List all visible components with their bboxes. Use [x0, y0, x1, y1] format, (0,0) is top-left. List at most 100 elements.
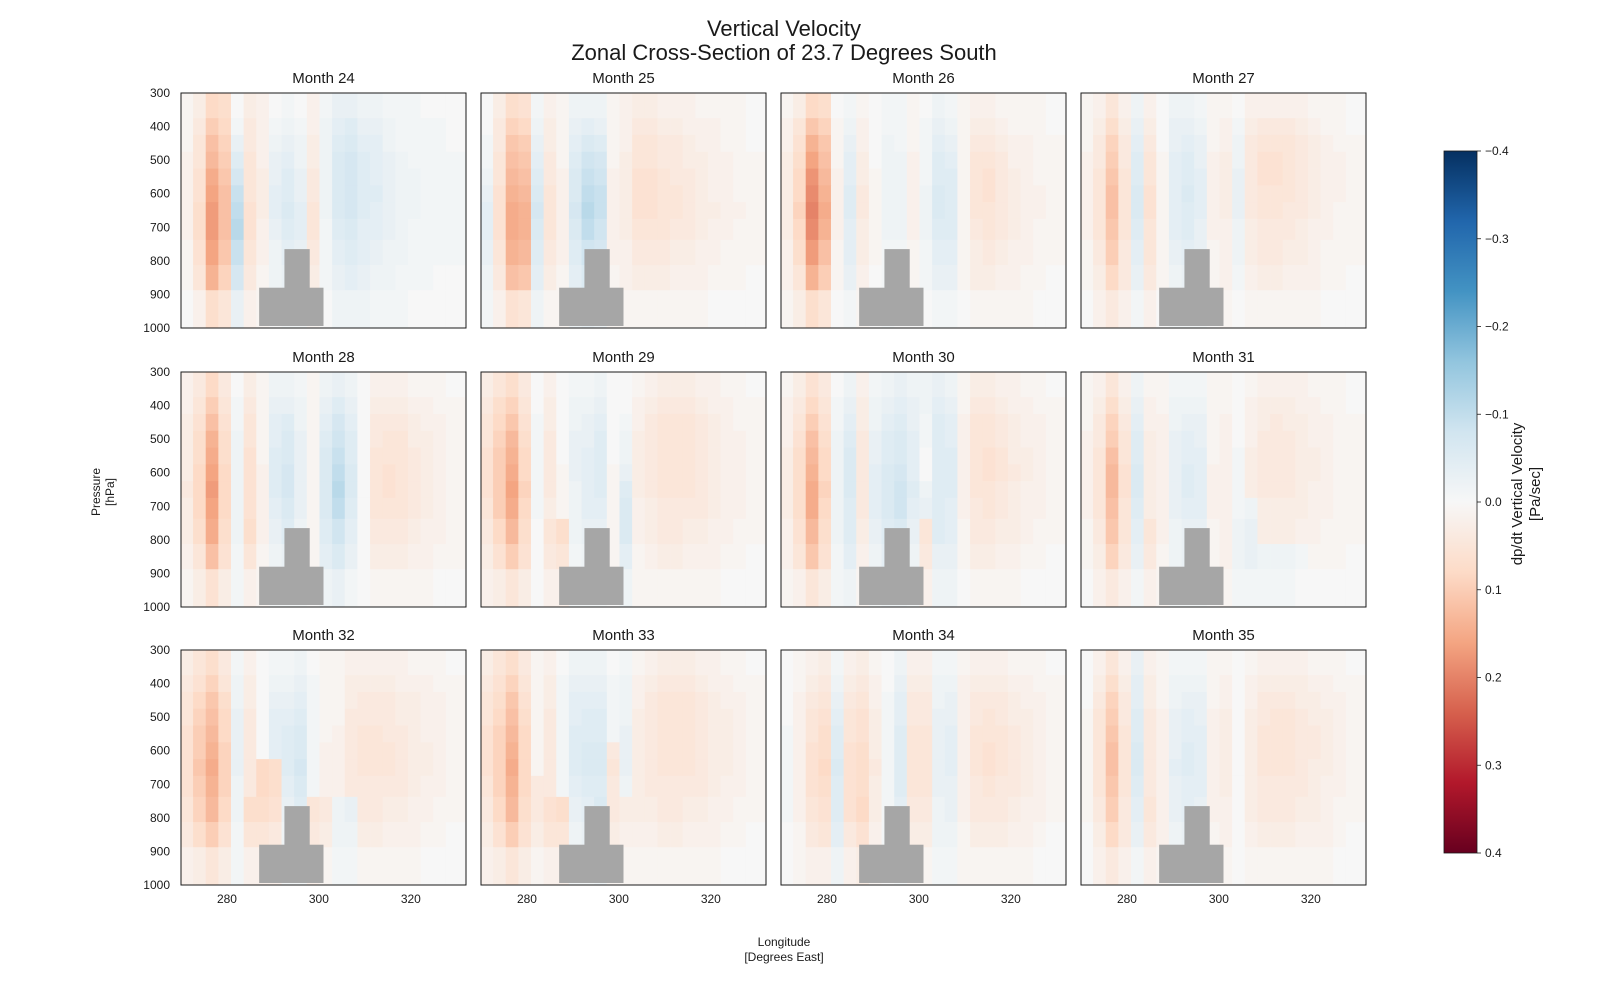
heatmap-cell: [181, 650, 194, 676]
heatmap-cell: [1244, 290, 1258, 329]
heatmap-cell: [1282, 691, 1296, 710]
heatmap-cell: [868, 481, 882, 499]
heatmap-cell: [1081, 134, 1094, 153]
heatmap-cell: [1270, 569, 1284, 608]
y-tick-label: 1000: [143, 321, 170, 335]
heatmap-cell: [1307, 847, 1322, 886]
heatmap-cell: [344, 372, 358, 398]
heatmap-cell: [932, 759, 946, 777]
heatmap-cell: [530, 691, 545, 710]
heatmap-cell: [793, 725, 807, 743]
heatmap-cell: [970, 518, 984, 545]
heatmap-cell: [1270, 430, 1284, 448]
heatmap-cell: [1270, 185, 1284, 203]
heatmap-cell: [1282, 168, 1296, 186]
heatmap-cell: [818, 775, 832, 798]
heatmap-cell: [745, 202, 767, 220]
heatmap-cell: [1020, 430, 1034, 448]
heatmap-cell: [1130, 185, 1145, 203]
heatmap-cell: [407, 775, 422, 798]
heatmap-cell: [881, 481, 895, 499]
heatmap-cell: [568, 265, 582, 291]
heatmap-cell: [793, 497, 807, 520]
heatmap-cell: [518, 202, 532, 220]
heatmap-cell: [1270, 796, 1284, 823]
heatmap-cell: [395, 464, 409, 482]
heatmap-cell: [493, 413, 507, 432]
heatmap-cell: [581, 185, 595, 203]
heatmap-cell: [256, 397, 270, 415]
heatmap-cell: [644, 691, 658, 710]
heatmap-cell: [481, 397, 494, 415]
heatmap-cell: [319, 481, 333, 499]
heatmap-cell: [818, 118, 832, 136]
heatmap-cell: [382, 430, 396, 448]
heatmap-cell: [1045, 650, 1067, 676]
heatmap-cell: [256, 93, 270, 119]
heatmap-cell: [268, 481, 282, 499]
heatmap-cell: [1345, 725, 1367, 743]
heatmap-cell: [1270, 497, 1284, 520]
heatmap-cell: [1181, 413, 1195, 432]
heatmap-cell: [181, 691, 194, 710]
heatmap-cell: [382, 202, 396, 220]
heatmap-cell: [781, 430, 794, 448]
heatmap-cell: [745, 775, 767, 798]
heatmap-cell: [382, 397, 396, 415]
heatmap-cell: [1232, 397, 1246, 415]
heatmap-cell: [805, 650, 819, 676]
heatmap-cell: [205, 239, 219, 266]
heatmap-cell: [395, 518, 409, 545]
heatmap-cell: [481, 185, 494, 203]
heatmap-cell: [619, 134, 633, 153]
heatmap-cell: [781, 481, 794, 499]
heatmap-cell: [218, 151, 232, 169]
heatmap-cell: [745, 447, 767, 465]
heatmap-cell: [793, 742, 807, 760]
heatmap-cell: [1295, 691, 1309, 710]
heatmap-cell: [268, 497, 282, 520]
heatmap-cell: [395, 481, 409, 499]
heatmap-cell: [505, 239, 519, 266]
heatmap-cell: [445, 847, 467, 886]
heatmap-cell: [1320, 202, 1334, 220]
figure-subtitle: Zonal Cross-Section of 23.7 Degrees Sout…: [571, 40, 997, 65]
heatmap-cell: [606, 265, 620, 291]
heatmap-cell: [370, 650, 384, 676]
heatmap-cell: [1257, 691, 1271, 710]
heatmap-cell: [1219, 202, 1233, 220]
heatmap-cell: [745, 742, 767, 760]
heatmap-cell: [481, 725, 494, 743]
heatmap-cell: [733, 372, 747, 398]
heatmap-cell: [733, 202, 747, 220]
heatmap-cell: [720, 134, 734, 153]
heatmap-cell: [243, 822, 257, 848]
heatmap-cell: [420, 481, 434, 499]
heatmap-cell: [543, 759, 557, 777]
heatmap-cell: [205, 822, 219, 848]
heatmap-cell: [518, 447, 532, 465]
heatmap-cell: [919, 675, 933, 693]
heatmap-cell: [395, 569, 409, 608]
heatmap-cell: [619, 708, 633, 726]
heatmap-cell: [894, 202, 908, 220]
heatmap-cell: [581, 691, 595, 710]
heatmap-cell: [1282, 775, 1296, 798]
heatmap-cell: [332, 168, 346, 186]
heatmap-cell: [319, 742, 333, 760]
heatmap-cell: [657, 430, 671, 448]
heatmap-cell: [1143, 518, 1157, 545]
heatmap-cell: [1081, 847, 1094, 886]
heatmap-cell: [995, 742, 1009, 760]
heatmap-cell: [1282, 218, 1296, 241]
heatmap-cell: [493, 93, 507, 119]
heatmap-cell: [781, 93, 794, 119]
heatmap-cell: [420, 569, 434, 608]
heatmap-cell: [518, 544, 532, 570]
heatmap-cell: [230, 93, 245, 119]
heatmap-cells: [481, 372, 767, 608]
heatmap-cell: [982, 569, 996, 608]
x-tick-label: 300: [909, 892, 929, 906]
heatmap-cell: [256, 759, 270, 777]
heatmap-cell: [720, 518, 734, 545]
